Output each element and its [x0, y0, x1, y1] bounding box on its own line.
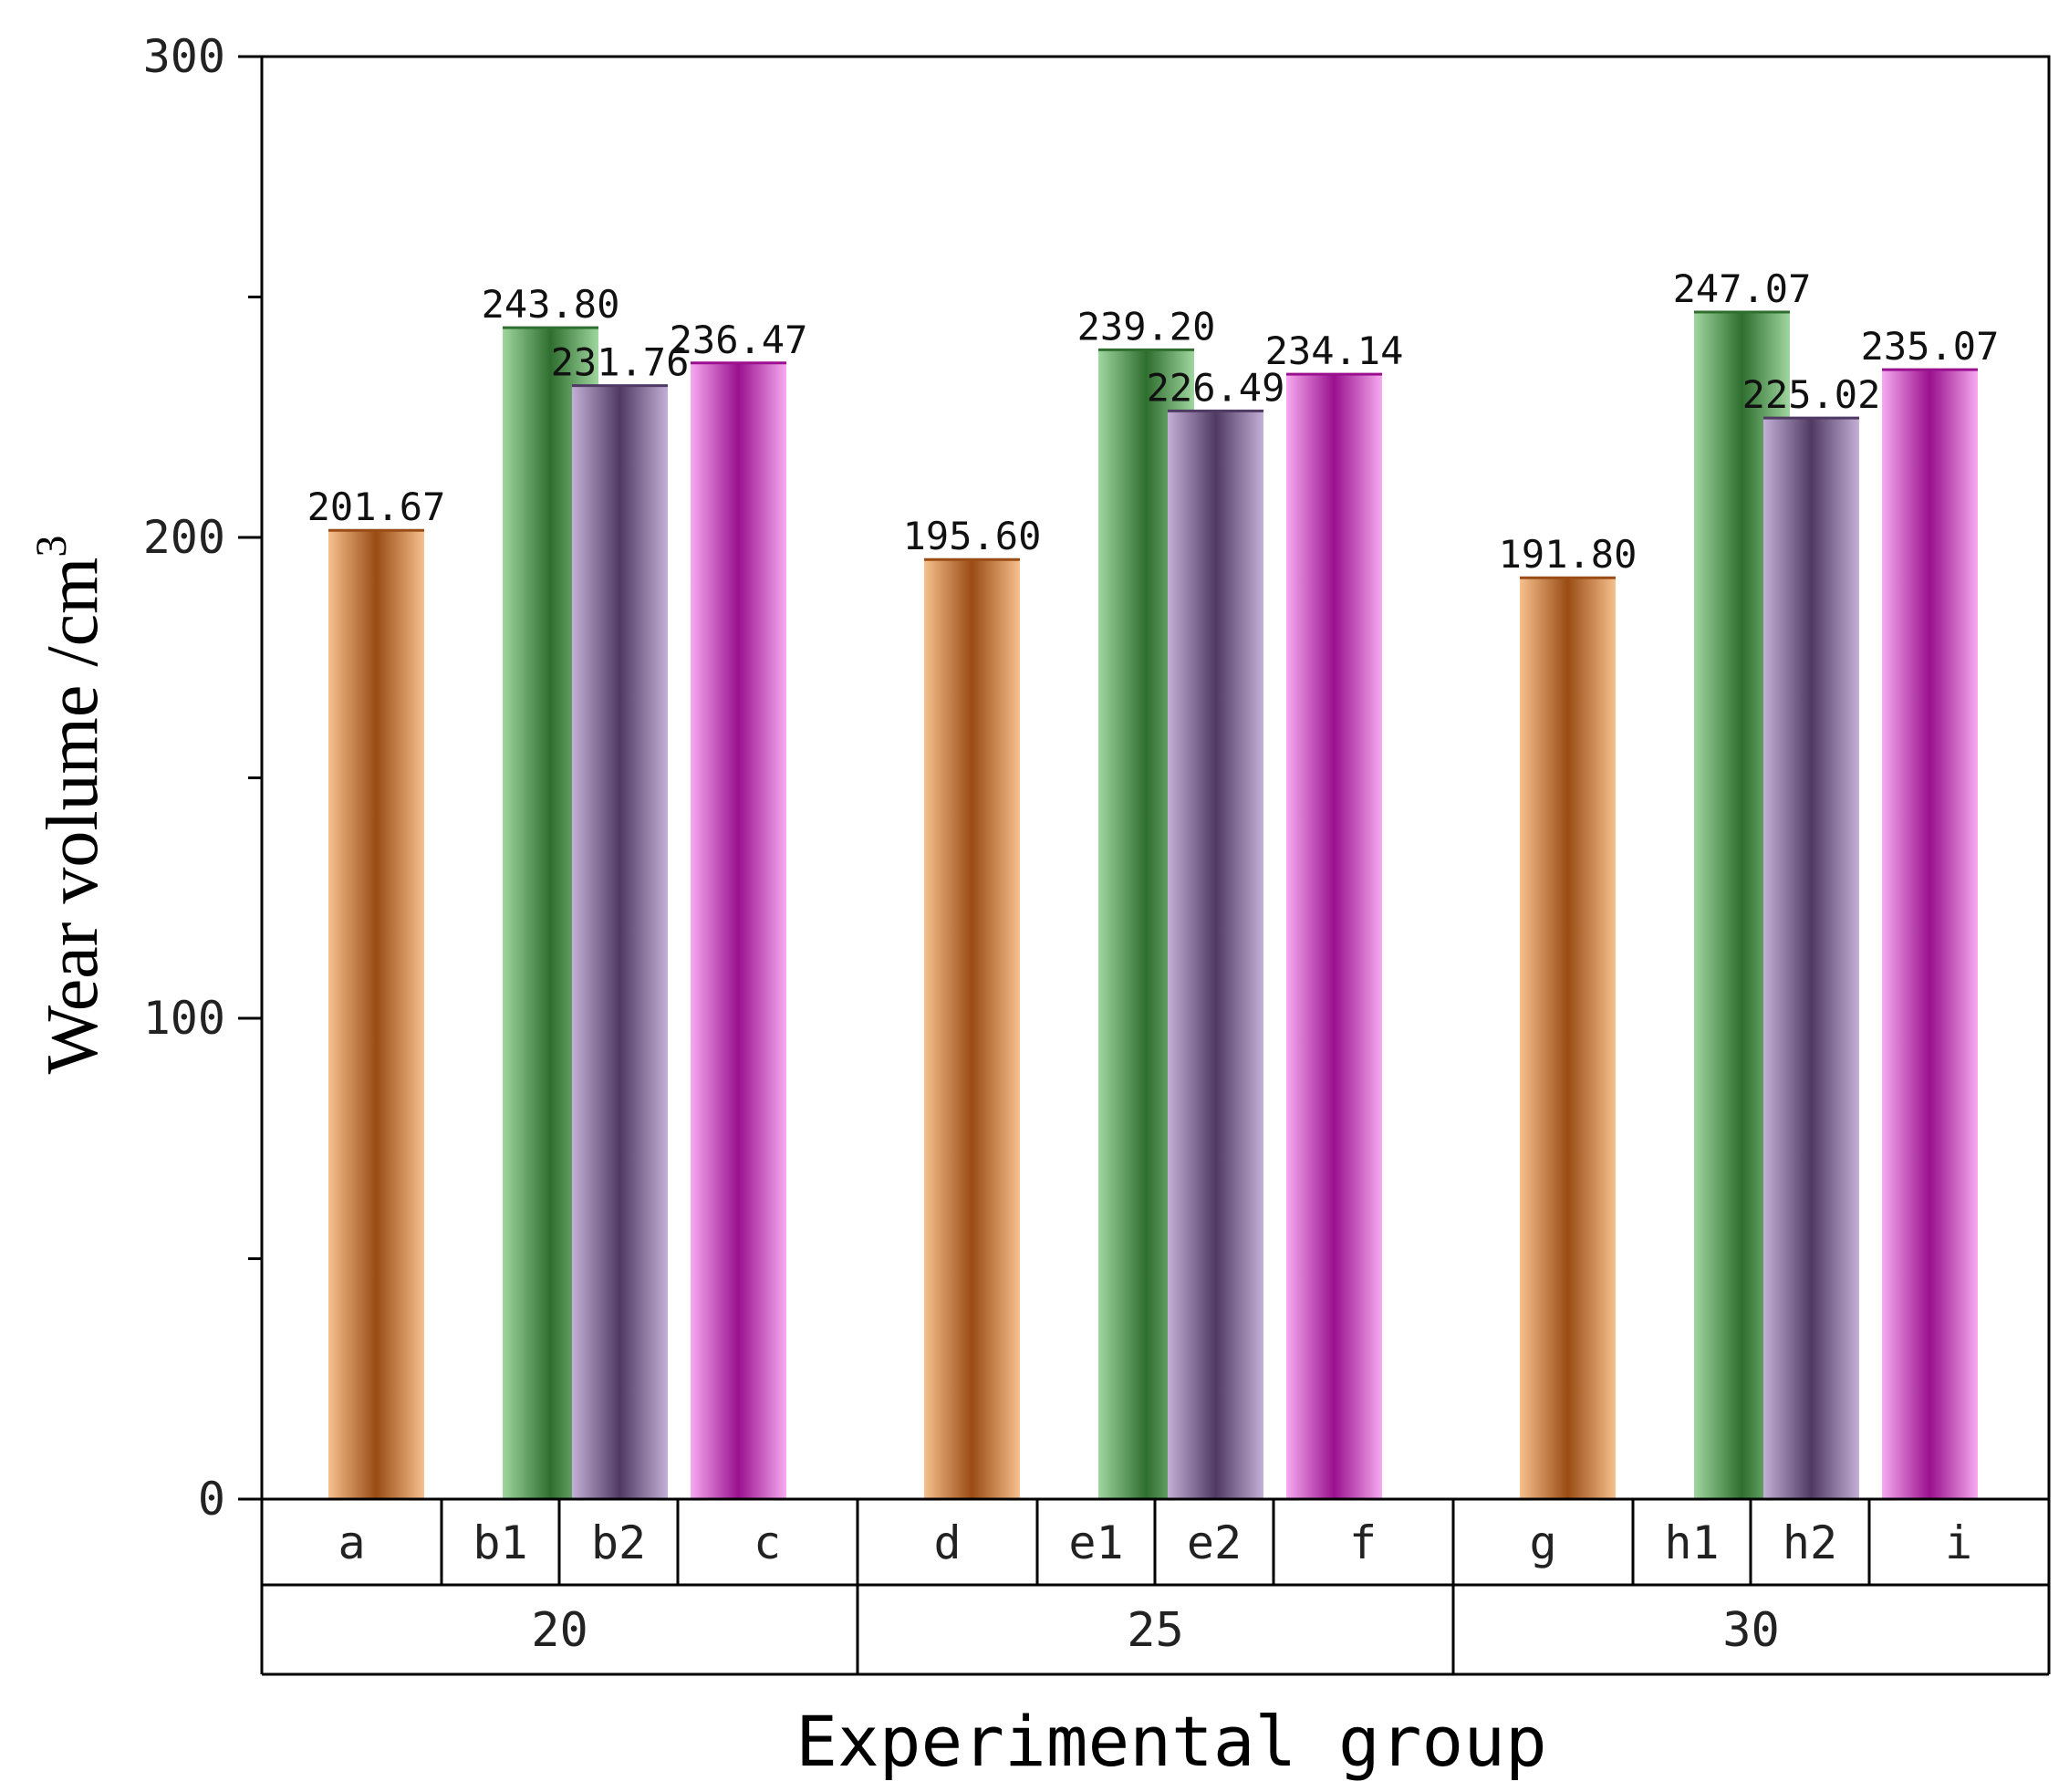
group-label-25: 25 — [1127, 1603, 1184, 1658]
category-label-h1: h1 — [1664, 1516, 1719, 1569]
bar-value-label-f: 234.14 — [1265, 328, 1404, 373]
group-label-20: 20 — [531, 1603, 588, 1658]
category-label-f: f — [1349, 1516, 1377, 1569]
bar-value-label-h2: 225.02 — [1742, 372, 1881, 417]
bar-a — [328, 529, 424, 1499]
bars-layer — [328, 310, 1978, 1500]
y-tick-label: 100 — [143, 992, 225, 1045]
bar-i — [1882, 369, 1978, 1499]
category-label-b2: b2 — [591, 1516, 646, 1569]
bar-value-label-a: 201.67 — [307, 484, 446, 529]
category-label-c: c — [754, 1516, 781, 1569]
bar-b2 — [572, 384, 668, 1500]
bar-value-label-e1: 239.20 — [1077, 304, 1216, 349]
y-tick-label: 300 — [143, 30, 225, 83]
category-label-e1: e1 — [1068, 1516, 1123, 1569]
category-label-e2: e2 — [1187, 1516, 1242, 1569]
bar-d — [924, 558, 1020, 1499]
bar-value-label-b1: 243.80 — [482, 282, 620, 327]
bar-f — [1286, 373, 1382, 1499]
y-axis-title-text: Wear volume /cm — [33, 557, 113, 1075]
bar-c — [691, 361, 786, 1499]
bar-value-label-e2: 226.49 — [1147, 365, 1285, 410]
bar-value-label-b2: 231.76 — [551, 340, 690, 385]
x-axis-title: Experimental group — [795, 1701, 1547, 1782]
y-tick-label: 0 — [198, 1473, 225, 1526]
category-label-a: a — [338, 1516, 365, 1569]
category-label-i: i — [1945, 1516, 1972, 1569]
group-label-30: 30 — [1722, 1603, 1780, 1658]
y-axis-title: Wear volume /cm3 — [27, 536, 113, 1075]
bar-value-label-c: 236.47 — [670, 318, 808, 362]
y-axis-title-superscript: 3 — [27, 536, 76, 557]
bar-value-label-g: 191.80 — [1499, 532, 1638, 577]
category-label-d: d — [933, 1516, 961, 1569]
bar-g — [1520, 577, 1616, 1499]
bar-value-label-i: 235.07 — [1861, 324, 2000, 369]
category-label-b1: b1 — [473, 1516, 527, 1569]
bar-value-label-h1: 247.07 — [1673, 266, 1812, 311]
axes-layer — [238, 55, 2051, 1676]
bar-e2 — [1168, 410, 1263, 1499]
bar-h2 — [1763, 417, 1859, 1500]
y-tick-label: 200 — [143, 511, 225, 564]
category-label-g: g — [1529, 1516, 1556, 1569]
bar-value-label-d: 195.60 — [903, 514, 1042, 558]
category-label-h2: h2 — [1783, 1516, 1837, 1569]
